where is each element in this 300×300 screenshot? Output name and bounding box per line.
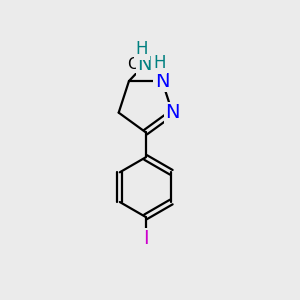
Text: H: H	[136, 40, 148, 58]
Text: I: I	[143, 229, 148, 248]
Text: N: N	[165, 103, 180, 122]
Text: H: H	[154, 54, 166, 72]
Text: N: N	[155, 72, 170, 91]
Text: N: N	[137, 55, 152, 74]
Text: CH₃: CH₃	[127, 57, 155, 72]
